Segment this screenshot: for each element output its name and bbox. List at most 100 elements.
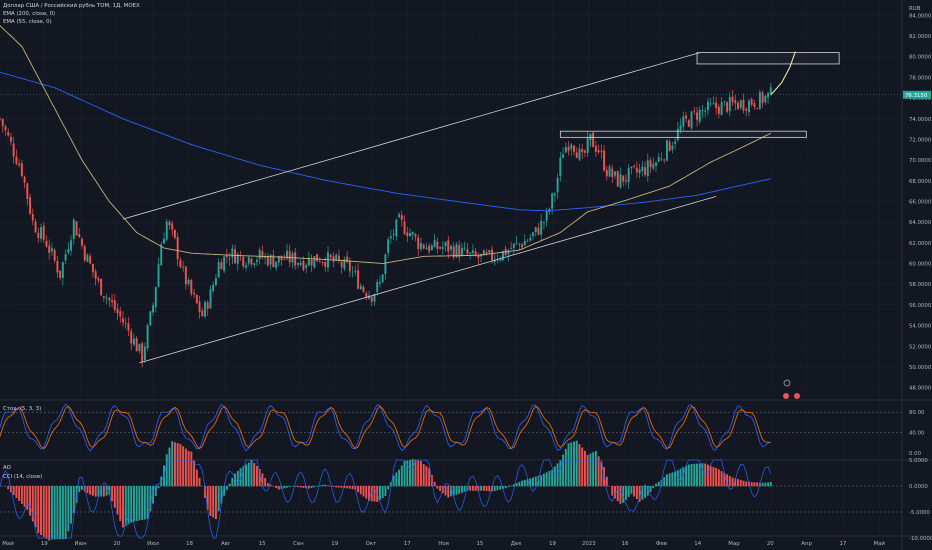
ao-bar: [649, 486, 652, 492]
ao-bar: [491, 486, 493, 492]
ao-bar: [499, 486, 502, 490]
ao-bar: [242, 466, 245, 487]
candle-body: [348, 261, 351, 272]
candle-body: [758, 92, 761, 109]
ao-bar: [614, 486, 616, 499]
ao-bar: [488, 486, 491, 492]
axes: 84.0000 82.0000 80.0000 78.0000 76.0000 74.00…: [2, 6, 932, 547]
ao-bar: [665, 474, 668, 487]
stochastic-pane[interactable]: [0, 403, 902, 452]
price-tick: 56.0000: [909, 303, 932, 309]
ao-bar: [646, 486, 649, 496]
ao-bar: [343, 486, 346, 489]
candle-body: [728, 96, 731, 112]
ao-bar: [143, 486, 146, 520]
candle-body: [745, 109, 748, 111]
ao-bar: [132, 486, 135, 522]
candle-body: [376, 282, 379, 293]
ao-bar: [622, 486, 625, 503]
candle-body: [411, 232, 414, 235]
candle-body: [212, 284, 215, 291]
ao-bar: [116, 486, 119, 515]
candle-body: [553, 193, 556, 196]
ao-bar: [171, 441, 174, 487]
ema55-line: [0, 25, 772, 265]
ao-bar: [152, 486, 155, 504]
time-tick: 19: [549, 541, 556, 547]
candle-body: [220, 262, 223, 270]
candle-body: [102, 296, 105, 298]
candle-body: [419, 243, 422, 250]
candle-body: [100, 279, 103, 296]
ao-bar: [209, 486, 212, 516]
price-tick: 48.0000: [909, 386, 932, 392]
candle-body: [501, 250, 504, 261]
candle-body: [460, 247, 463, 257]
ao-bar: [258, 468, 261, 487]
time-tick: Авг: [221, 541, 231, 547]
ao-bar: [444, 486, 447, 496]
time-tick: Апр: [801, 541, 812, 547]
price-pane[interactable]: [0, 25, 902, 399]
time-tick: 19: [41, 541, 48, 547]
ao-bar: [31, 486, 34, 522]
ao-bar: [507, 486, 510, 488]
ao-pane[interactable]: [0, 440, 902, 541]
candle-body: [67, 249, 70, 253]
candle-body: [4, 126, 7, 131]
ao-bar: [72, 486, 75, 514]
ao-bar: [769, 482, 772, 487]
ao-bar: [173, 442, 176, 487]
candle-body: [31, 213, 34, 221]
ao-bar: [217, 486, 220, 512]
ao-bar: [521, 480, 524, 487]
ao-bar: [439, 486, 442, 491]
stoch-d-line: [0, 405, 771, 450]
candle-body: [182, 266, 185, 268]
candle-body: [614, 171, 616, 176]
candle-body: [534, 227, 537, 233]
ao-bar: [239, 468, 242, 487]
candle-body: [176, 236, 179, 260]
ao-bar: [365, 486, 368, 499]
candle-body: [250, 258, 253, 265]
time-tick: Май: [873, 540, 885, 547]
candle-body: [72, 219, 75, 239]
candle-body: [767, 92, 770, 98]
candle-body: [756, 108, 759, 109]
candle-body: [48, 245, 51, 253]
ao-bar: [102, 486, 105, 497]
candle-body: [305, 265, 308, 268]
ao-bar: [562, 454, 565, 487]
candle-body: [723, 100, 726, 102]
candle-body: [165, 221, 168, 240]
ao-bar: [734, 478, 737, 487]
time-tick: 14: [694, 541, 701, 547]
price-tick: 54.0000: [909, 324, 932, 330]
candle-body: [368, 295, 370, 299]
ao-bar: [384, 486, 387, 497]
ao-bar: [332, 486, 335, 487]
candle-body: [633, 165, 636, 167]
candle-body: [318, 261, 321, 262]
candle-body: [206, 302, 209, 309]
ao-bar: [220, 486, 223, 504]
candle-body: [425, 247, 428, 250]
ao-bar: [67, 486, 70, 532]
ao-bar: [641, 486, 644, 500]
candle-body: [583, 150, 586, 153]
ao-bar: [307, 486, 310, 489]
candle-body: [450, 245, 452, 250]
ao-bar: [327, 485, 329, 487]
candle-body: [622, 175, 625, 182]
candle-body: [441, 247, 444, 249]
ao-bar: [723, 472, 726, 487]
ao-bar: [589, 453, 592, 487]
candle-body: [458, 245, 461, 258]
ao-bar: [266, 483, 269, 487]
candle-body: [630, 166, 633, 169]
ao-bar: [198, 477, 201, 487]
candle-body: [329, 254, 332, 258]
